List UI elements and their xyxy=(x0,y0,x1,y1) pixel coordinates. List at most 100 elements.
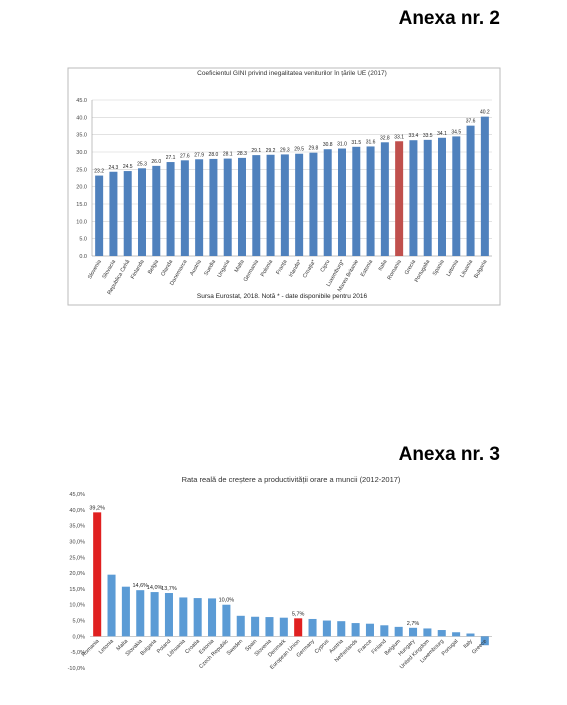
data-label: 29.8 xyxy=(309,146,319,152)
bar xyxy=(323,149,332,256)
bar xyxy=(152,165,161,256)
bar xyxy=(394,626,403,637)
y-tick-label: 30,0% xyxy=(69,539,85,545)
bar xyxy=(179,597,188,637)
bar xyxy=(279,617,288,637)
x-tick-label: Romania xyxy=(387,258,404,281)
y-tick-label: 10.0 xyxy=(76,219,87,225)
x-tick-label: Bulgaria xyxy=(140,638,159,657)
x-tick-label: Croația* xyxy=(302,258,318,279)
bar xyxy=(352,146,361,256)
y-tick-label: -10,0% xyxy=(68,666,86,672)
x-tick-label: Grecia xyxy=(404,258,418,276)
chart-note: Sursa Eurostat, 2018. Notă * - date disp… xyxy=(197,293,368,300)
x-tick-label: Romania xyxy=(81,638,101,658)
bar xyxy=(351,623,360,637)
x-tick-label: Franța xyxy=(275,258,289,276)
x-tick-label: Suedia xyxy=(203,258,217,277)
bar xyxy=(195,159,204,256)
bar xyxy=(223,158,232,256)
heading: Anexa nr. 2 xyxy=(399,8,500,29)
data-label: 33.1 xyxy=(394,134,404,140)
data-label: 34.5 xyxy=(451,129,461,135)
bar xyxy=(252,155,261,256)
bar xyxy=(109,171,118,256)
data-label: 31.5 xyxy=(351,140,361,146)
bar xyxy=(209,158,218,256)
data-label: 28.0 xyxy=(209,152,219,158)
x-tick-label: Spania xyxy=(432,258,446,277)
data-label: 37.6 xyxy=(466,119,476,125)
x-tick-label: Letonia xyxy=(446,258,461,277)
x-tick-label: Greece xyxy=(471,639,488,656)
heading: Anexa nr. 3 xyxy=(399,444,500,465)
chart-frame xyxy=(67,67,501,306)
x-tick-label: Olanda xyxy=(160,258,175,277)
y-tick-label: 45,0% xyxy=(69,492,85,498)
bar xyxy=(236,615,245,637)
x-tick-label: Lituania xyxy=(459,258,474,279)
bar xyxy=(308,618,317,637)
bar xyxy=(150,592,159,637)
data-label: 26.0 xyxy=(151,159,161,165)
data-label: 40.2 xyxy=(480,110,490,116)
x-tick-label: Cyprus xyxy=(314,638,331,655)
bar xyxy=(452,632,461,637)
y-tick-label: 45.0 xyxy=(76,98,87,104)
y-tick-label: 10,0% xyxy=(69,603,85,609)
data-label: 2,7% xyxy=(407,621,420,627)
data-label: 23.2 xyxy=(94,169,104,175)
bar xyxy=(166,162,175,256)
bar xyxy=(480,636,489,646)
y-tick-label: 0.0 xyxy=(79,254,87,260)
y-tick-label: 15.0 xyxy=(76,202,87,208)
bar xyxy=(266,154,275,256)
bar xyxy=(138,168,146,256)
chart-title: Rata reală de creștere a productivității… xyxy=(182,475,401,484)
bar xyxy=(438,137,446,256)
x-tick-label: Letonia xyxy=(98,638,116,656)
data-label: 29.3 xyxy=(280,147,290,153)
y-tick-label: 5,0% xyxy=(72,619,85,625)
data-label: 31.6 xyxy=(366,139,376,145)
data-label: 27.9 xyxy=(194,152,204,158)
bar xyxy=(437,630,446,637)
bar xyxy=(423,139,432,256)
x-tick-label: Malta xyxy=(234,258,246,273)
y-tick-label: 20,0% xyxy=(69,571,85,577)
y-tick-label: 25,0% xyxy=(69,555,85,561)
data-label: 29.5 xyxy=(294,147,304,153)
data-label: 28.1 xyxy=(223,152,233,158)
data-label: 32.8 xyxy=(380,135,390,141)
x-tick-label: Ungaria xyxy=(217,258,232,278)
bar xyxy=(251,616,260,637)
y-tick-label: 20.0 xyxy=(76,185,87,191)
x-tick-label: Estonia xyxy=(360,258,375,278)
bar xyxy=(93,512,102,637)
bar xyxy=(294,618,303,637)
bar xyxy=(121,586,130,637)
bar xyxy=(380,142,389,256)
y-tick-label: 40,0% xyxy=(69,508,85,514)
bar xyxy=(337,621,346,637)
data-label: 28.3 xyxy=(237,151,247,157)
bar xyxy=(193,598,202,637)
bar xyxy=(222,604,231,637)
bar xyxy=(95,175,104,256)
x-tick-label: Bulgaria xyxy=(473,258,489,279)
x-tick-label: Belgia xyxy=(147,258,160,275)
bar xyxy=(338,148,346,256)
x-tick-label: Italy xyxy=(462,638,474,650)
y-tick-label: 25.0 xyxy=(76,167,87,173)
data-label: 14,6% xyxy=(132,583,148,589)
bar xyxy=(322,620,331,637)
x-tick-label: Polonia xyxy=(260,258,275,278)
bar xyxy=(366,146,375,256)
bar xyxy=(309,152,318,256)
x-tick-label: Irlanda* xyxy=(288,258,303,278)
data-label: 25.3 xyxy=(137,161,147,167)
x-tick-label: Italia xyxy=(378,258,389,272)
data-label: 29.2 xyxy=(266,148,276,154)
bar xyxy=(164,593,173,637)
